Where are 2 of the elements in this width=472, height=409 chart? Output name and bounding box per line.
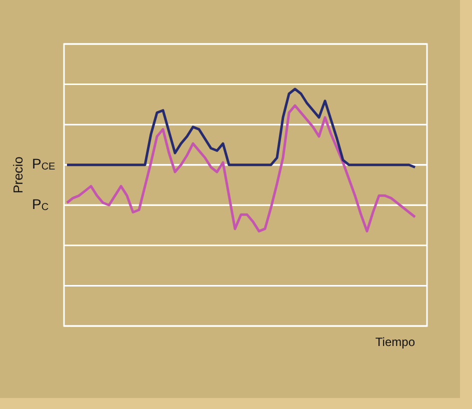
- y-axis-title: Precio: [10, 156, 26, 194]
- x-axis-title: Tiempo: [375, 335, 416, 350]
